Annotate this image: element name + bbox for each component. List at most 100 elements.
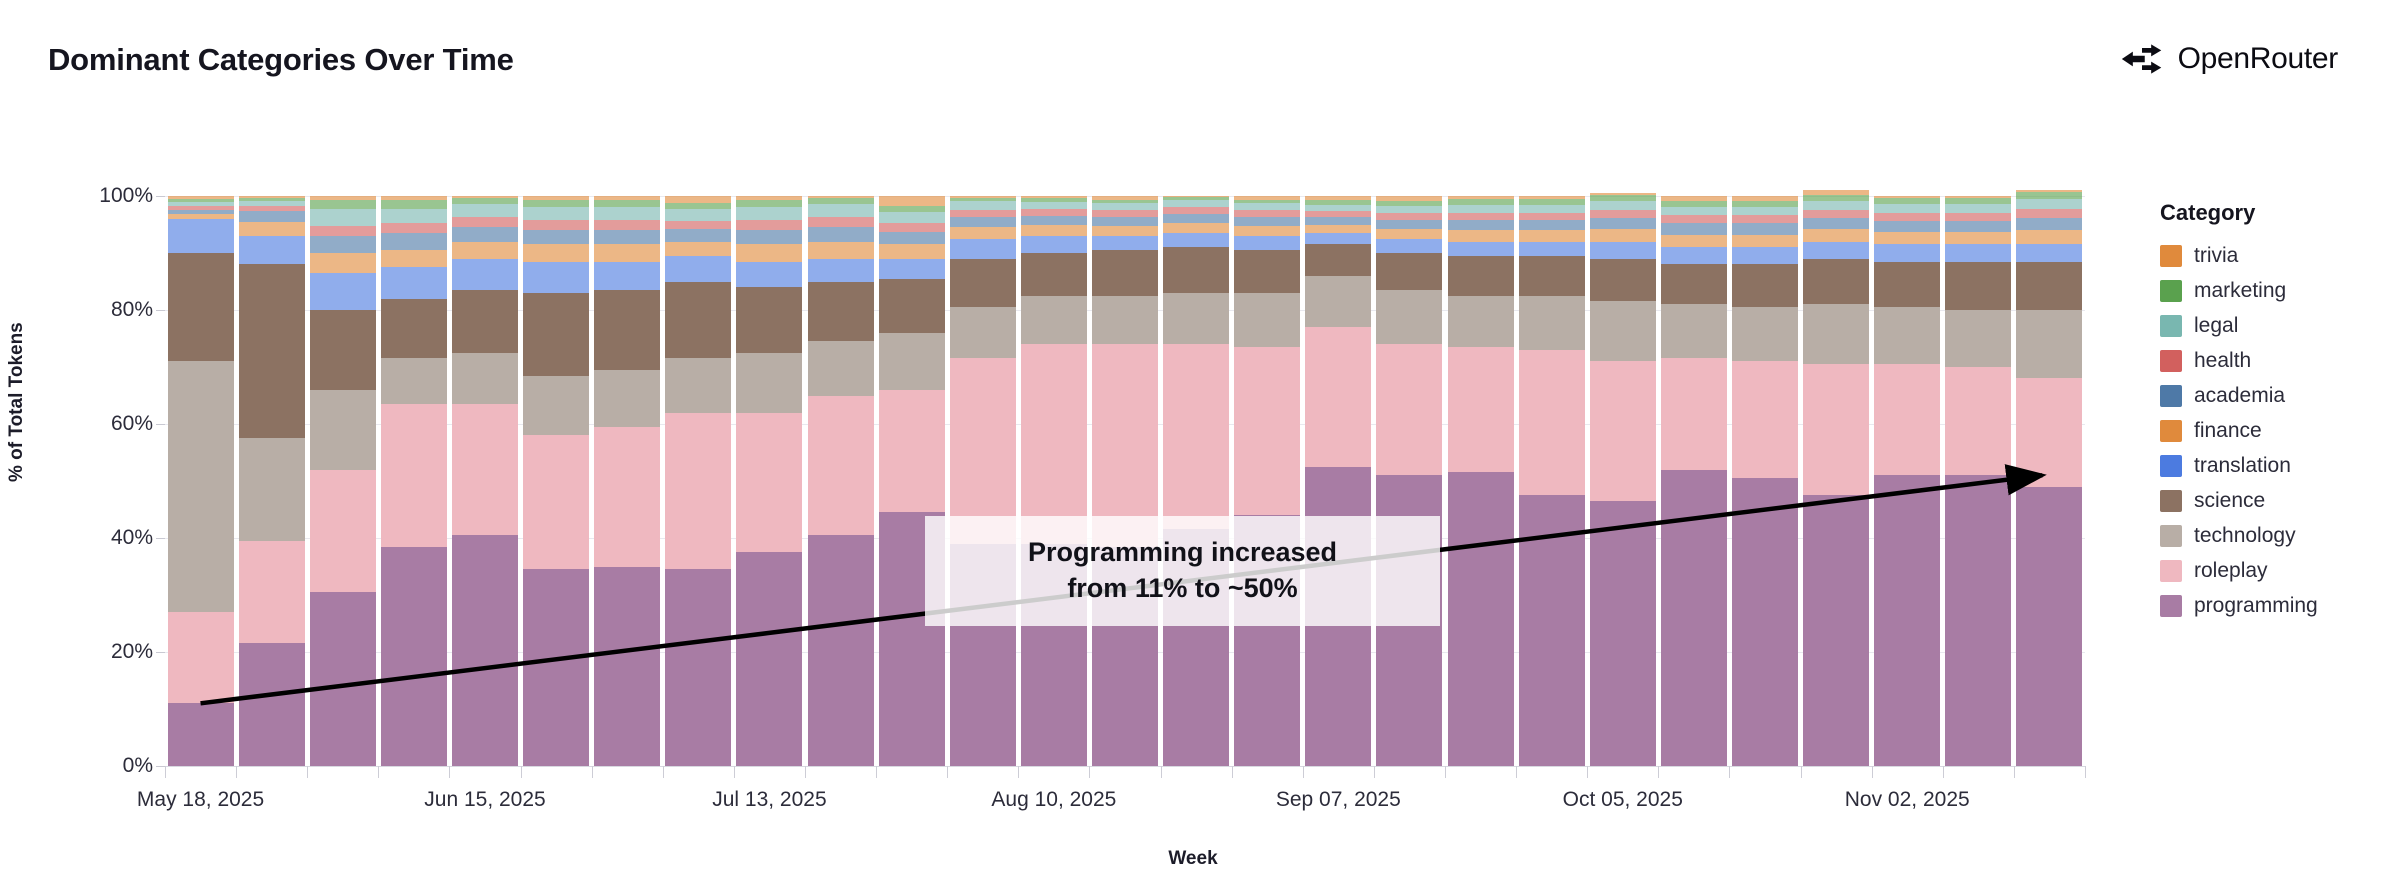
legend-item-legal[interactable]: legal [2160, 308, 2386, 343]
bar-column[interactable] [1874, 196, 1941, 766]
bar-column[interactable] [1234, 196, 1301, 766]
bar-segment-legal [807, 203, 874, 218]
legend-item-science[interactable]: science [2160, 483, 2386, 518]
bar-segment-translation [736, 261, 803, 288]
bar-column[interactable] [594, 196, 661, 766]
bar-column[interactable] [1091, 196, 1159, 766]
legend-item-finance[interactable]: finance [2160, 413, 2386, 448]
bar-segment-trivia [1945, 196, 2012, 199]
bar-segment-trivia [380, 196, 447, 200]
x-axis-tick-label: May 18, 2025 [136, 788, 265, 811]
bar-segment-legal [1803, 201, 1870, 210]
y-axis-tick-mark [156, 652, 165, 653]
bar-column[interactable] [523, 196, 590, 766]
bar-segment-programming [1447, 472, 1514, 766]
bar-segment-trivia [238, 196, 305, 199]
bar-column[interactable] [1447, 196, 1514, 766]
bar-column[interactable] [1589, 193, 1656, 766]
bar-segment-academia [1234, 217, 1301, 226]
legend-item-technology[interactable]: technology [2160, 518, 2386, 553]
bar-segment-trivia [665, 196, 732, 204]
bar-segment-roleplay [1091, 344, 1159, 547]
x-axis-tick-mark [2085, 766, 2086, 778]
bar-segment-trivia [2016, 190, 2083, 193]
bar-segment-science [1091, 250, 1159, 296]
bar-column[interactable] [807, 196, 874, 766]
bar-segment-programming [1376, 475, 1443, 766]
bar-column[interactable] [736, 196, 803, 766]
bar-column[interactable] [1163, 196, 1230, 766]
bar-column[interactable] [949, 196, 1016, 766]
legend-item-marketing[interactable]: marketing [2160, 273, 2386, 308]
x-axis-tick-mark [1160, 766, 1162, 778]
legend-swatch-icon [2160, 279, 2182, 302]
bar-column[interactable] [238, 196, 305, 766]
openrouter-logo-icon [2121, 44, 2161, 74]
legend-title: Category [2160, 200, 2256, 225]
x-axis-tick-mark [1729, 766, 1731, 778]
bar-segment-technology [309, 389, 376, 470]
bar-segment-trivia [878, 196, 945, 207]
bar-column[interactable] [665, 196, 732, 766]
bar-segment-legal [1020, 201, 1087, 210]
legend-item-academia[interactable]: academia [2160, 378, 2386, 413]
legend-item-health[interactable]: health [2160, 343, 2386, 378]
x-axis: May 18, 2025 Jun 15, 2025 Jul 13, 2025 Aug … [137, 766, 2086, 846]
bar-column[interactable] [1660, 196, 1727, 766]
bar-segment-technology [1945, 310, 2012, 367]
bar-segment-marketing [1803, 195, 1870, 202]
y-axis-tick-label: 40% [110, 526, 153, 549]
bar-column[interactable] [1518, 196, 1585, 766]
legend-item-programming[interactable]: programming [2160, 588, 2386, 623]
bar-column[interactable] [1945, 196, 2012, 766]
bar-column[interactable] [878, 196, 945, 766]
bar-column[interactable] [1305, 196, 1372, 766]
bar-segment-finance [380, 250, 447, 268]
bar-segment-trivia [807, 196, 874, 199]
bar-segment-roleplay [949, 358, 1016, 544]
bar-column[interactable] [2016, 190, 2083, 766]
bar-segment-legal [309, 208, 376, 226]
bar-column[interactable] [167, 196, 234, 766]
bar-segment-translation [238, 235, 305, 265]
bar-segment-technology [807, 341, 874, 396]
bar-segment-marketing [1091, 200, 1159, 203]
bar-segment-science [380, 298, 447, 359]
bar-column[interactable] [1803, 190, 1870, 766]
bar-segment-marketing [1020, 198, 1087, 202]
x-axis-tick-mark [805, 766, 806, 778]
bar-segment-academia [167, 210, 234, 215]
bar-column[interactable] [1731, 196, 1799, 766]
bar-segment-translation [665, 255, 732, 282]
bar-column[interactable] [451, 196, 519, 766]
bar-segment-roleplay [1234, 347, 1301, 516]
bar-segment-science [1589, 258, 1656, 302]
bar-segment-legal [949, 201, 1016, 210]
bar-column[interactable] [309, 196, 376, 766]
legend-item-label: trivia [2194, 243, 2239, 267]
bar-segment-science [1518, 255, 1585, 296]
bar-segment-finance [1803, 229, 1870, 242]
bar-segment-marketing [1376, 200, 1443, 206]
legend-item-label: finance [2194, 418, 2262, 442]
bar-column[interactable] [1376, 196, 1443, 766]
y-axis-tick-label: 20% [110, 640, 153, 663]
bar-segment-legal [1163, 200, 1230, 208]
bar-segment-legal [1945, 203, 2012, 213]
bar-segment-finance [2016, 230, 2083, 245]
legend-item-trivia[interactable]: trivia [2160, 238, 2386, 273]
x-axis-tick-mark [520, 766, 522, 778]
bar-segment-translation [1305, 233, 1372, 245]
bar-column[interactable] [380, 196, 447, 766]
bar-segment-science [238, 264, 305, 439]
legend-item-translation[interactable]: translation [2160, 448, 2386, 483]
bar-segment-finance [1305, 224, 1372, 234]
bar-segment-science [1731, 264, 1799, 308]
bar-segment-science [665, 281, 732, 359]
bar-segment-finance [309, 253, 376, 273]
bar-segment-roleplay [1518, 349, 1585, 496]
bar-column[interactable] [1020, 196, 1087, 766]
legend-item-roleplay[interactable]: roleplay [2160, 553, 2386, 588]
bar-segment-academia [1589, 217, 1656, 230]
bar-segment-roleplay [1660, 358, 1727, 470]
